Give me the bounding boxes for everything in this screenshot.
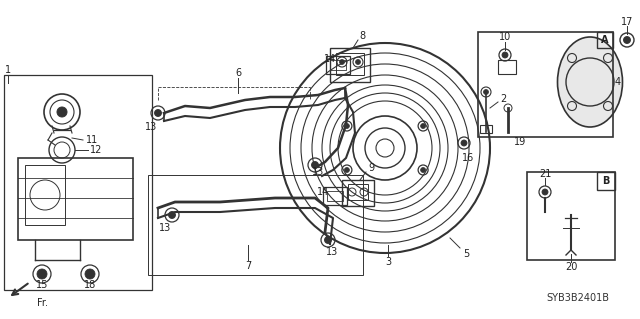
Circle shape	[324, 236, 332, 243]
Text: 13: 13	[312, 167, 324, 177]
Text: 12: 12	[90, 145, 102, 155]
Bar	[330, 48, 370, 82]
Bar	[336, 53, 364, 75]
Bar	[18, 158, 133, 240]
Circle shape	[37, 269, 47, 279]
Bar	[148, 175, 363, 275]
Text: 19: 19	[514, 137, 526, 147]
Bar	[348, 184, 368, 200]
Circle shape	[339, 60, 344, 64]
Text: 6: 6	[235, 68, 241, 78]
Bar	[323, 187, 347, 205]
Text: 13: 13	[145, 122, 157, 132]
Text: 17: 17	[621, 17, 633, 27]
Circle shape	[168, 211, 175, 219]
Text: 14: 14	[317, 187, 329, 197]
Circle shape	[461, 140, 467, 146]
Text: 7: 7	[245, 261, 251, 271]
Circle shape	[483, 90, 488, 94]
Text: 13: 13	[159, 223, 171, 233]
Text: 11: 11	[86, 135, 98, 145]
Bar	[597, 32, 613, 48]
Circle shape	[344, 123, 349, 129]
Circle shape	[542, 189, 548, 195]
Circle shape	[85, 269, 95, 279]
Bar	[326, 56, 350, 74]
Text: Fr.: Fr.	[37, 298, 48, 308]
Text: A: A	[601, 35, 609, 45]
Text: 18: 18	[84, 280, 96, 290]
Text: 16: 16	[462, 153, 474, 163]
Bar	[327, 191, 343, 201]
Bar	[498, 60, 516, 74]
Text: 2: 2	[500, 94, 506, 104]
Circle shape	[355, 60, 360, 64]
Text: 5: 5	[463, 249, 469, 259]
Circle shape	[154, 109, 161, 116]
Text: 15: 15	[36, 280, 48, 290]
Bar	[597, 172, 615, 190]
Circle shape	[344, 167, 349, 173]
Circle shape	[623, 36, 630, 43]
Text: 10: 10	[499, 32, 511, 42]
Bar	[478, 32, 613, 137]
Text: 21: 21	[539, 169, 551, 179]
Text: 1: 1	[5, 65, 11, 75]
Text: 9: 9	[368, 163, 374, 173]
Circle shape	[57, 107, 67, 117]
Circle shape	[420, 123, 426, 129]
Bar	[25, 165, 65, 225]
Text: 13: 13	[326, 247, 338, 257]
Bar	[527, 172, 615, 260]
Bar	[4, 75, 152, 290]
Circle shape	[312, 161, 319, 168]
Ellipse shape	[557, 37, 623, 127]
Bar	[330, 60, 346, 70]
Text: B: B	[602, 176, 610, 186]
Text: 8: 8	[359, 31, 365, 41]
Bar	[480, 125, 492, 133]
Text: 4: 4	[615, 77, 621, 87]
Text: SYB3B2401B: SYB3B2401B	[547, 293, 609, 303]
Circle shape	[502, 52, 508, 58]
Text: 14: 14	[324, 54, 336, 64]
Text: 20: 20	[565, 262, 577, 272]
Circle shape	[420, 167, 426, 173]
Text: 3: 3	[385, 257, 391, 267]
Bar	[342, 180, 374, 206]
